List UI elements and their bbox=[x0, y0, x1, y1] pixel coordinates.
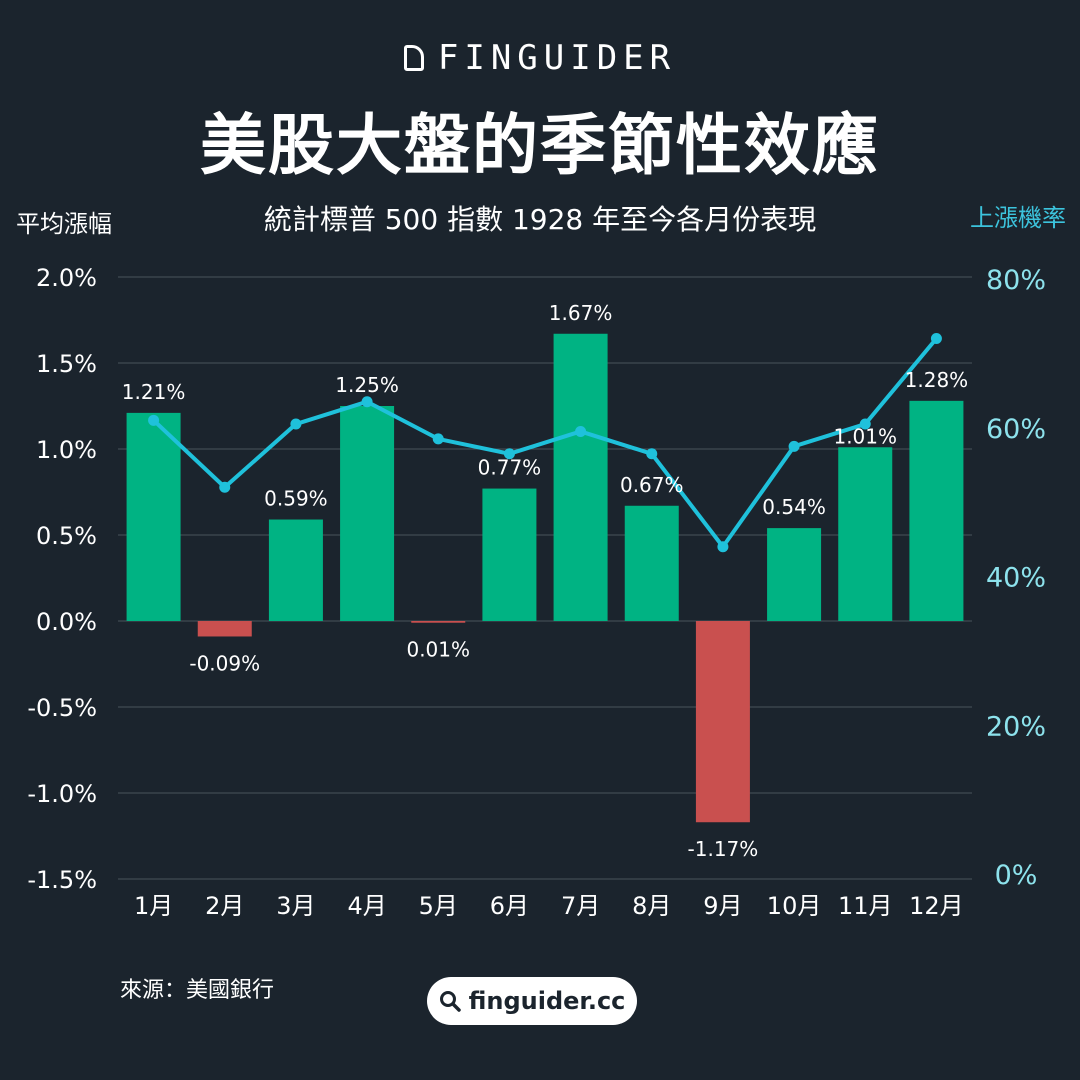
y-left-axis-title: 平均漲幅 bbox=[16, 210, 112, 238]
website-link[interactable]: finguider.cc bbox=[427, 977, 637, 1025]
data-label: 0.59% bbox=[264, 487, 328, 511]
x-tick-label: 1月 bbox=[134, 892, 173, 920]
line-point bbox=[219, 481, 231, 493]
x-tick-label: 5月 bbox=[419, 892, 458, 920]
line-point bbox=[361, 396, 373, 408]
line-point bbox=[788, 440, 800, 452]
line-point bbox=[930, 333, 942, 344]
page-subtitle: 統計標普 500 指數 1928 年至今各月份表現 bbox=[263, 203, 817, 236]
search-icon bbox=[439, 991, 461, 1012]
y-left-tick-label: 1.0% bbox=[36, 436, 97, 464]
line-point bbox=[503, 448, 515, 460]
line-point bbox=[859, 418, 871, 430]
bar bbox=[268, 519, 323, 621]
line-point bbox=[148, 414, 160, 426]
data-label: 1.25% bbox=[335, 373, 399, 397]
y-right-axis-title: 上漲機率 bbox=[970, 204, 1066, 232]
data-label: 1.28% bbox=[905, 368, 969, 392]
data-label: -1.17% bbox=[688, 837, 759, 861]
bar bbox=[553, 333, 608, 621]
bar bbox=[695, 621, 750, 823]
y-left-tick-label: -1.0% bbox=[27, 780, 97, 808]
y-left-tick-label: -0.5% bbox=[27, 694, 97, 722]
data-label: 1.01% bbox=[833, 424, 897, 448]
x-tick-label: 2月 bbox=[205, 892, 244, 920]
y-left-tick-label: 1.5% bbox=[36, 350, 97, 378]
y-left-tick-label: 2.0% bbox=[36, 264, 97, 292]
x-tick-label: 11月 bbox=[838, 892, 893, 920]
probability-line bbox=[152, 337, 938, 549]
y-left-tick-label: -1.5% bbox=[27, 866, 97, 894]
data-label: 0.01% bbox=[406, 638, 470, 662]
x-tick-label: 10月 bbox=[767, 892, 822, 920]
bar bbox=[909, 400, 964, 621]
y-left-tick-label: 0.0% bbox=[36, 608, 97, 636]
data-label: 1.67% bbox=[549, 301, 613, 325]
y-right-tick-label: 20% bbox=[986, 711, 1046, 742]
data-label: 0.54% bbox=[762, 495, 826, 519]
bar bbox=[411, 621, 466, 623]
x-tick-label: 8月 bbox=[632, 892, 671, 920]
line-point bbox=[432, 433, 444, 445]
data-label: -0.09% bbox=[189, 651, 260, 675]
y-right-tick-label: 80% bbox=[986, 265, 1046, 296]
line-point bbox=[290, 418, 302, 430]
bar bbox=[340, 406, 395, 621]
x-tick-label: 12月 bbox=[909, 892, 964, 920]
y-right-tick-label: 60% bbox=[986, 414, 1046, 445]
bar bbox=[197, 621, 252, 637]
bar bbox=[767, 528, 822, 621]
data-label: 0.77% bbox=[478, 456, 542, 480]
line-point bbox=[646, 448, 658, 460]
logo-icon bbox=[403, 45, 424, 71]
website-url: finguider.cc bbox=[468, 987, 626, 1015]
line-point bbox=[575, 425, 587, 437]
x-tick-label: 4月 bbox=[347, 892, 386, 920]
brand-name: FINGUIDER bbox=[437, 38, 677, 78]
page-title: 美股大盤的季節性效應 bbox=[200, 107, 880, 184]
bar bbox=[482, 488, 537, 621]
bar bbox=[126, 412, 181, 621]
bar bbox=[624, 505, 679, 621]
x-tick-label: 7月 bbox=[561, 892, 600, 920]
data-label: 1.21% bbox=[122, 380, 186, 404]
y-right-tick-label: 0% bbox=[995, 860, 1038, 891]
x-tick-label: 3月 bbox=[276, 892, 315, 920]
bar bbox=[838, 447, 893, 621]
data-label: 0.67% bbox=[620, 473, 684, 497]
line-point bbox=[717, 541, 729, 553]
y-right-tick-label: 40% bbox=[986, 563, 1046, 594]
x-tick-label: 6月 bbox=[490, 892, 529, 920]
source-note: 來源：美國銀行 bbox=[120, 978, 275, 1003]
brand-logo: FINGUIDER bbox=[0, 38, 1080, 78]
x-tick-label: 9月 bbox=[703, 892, 742, 920]
y-left-tick-label: 0.5% bbox=[36, 522, 97, 550]
